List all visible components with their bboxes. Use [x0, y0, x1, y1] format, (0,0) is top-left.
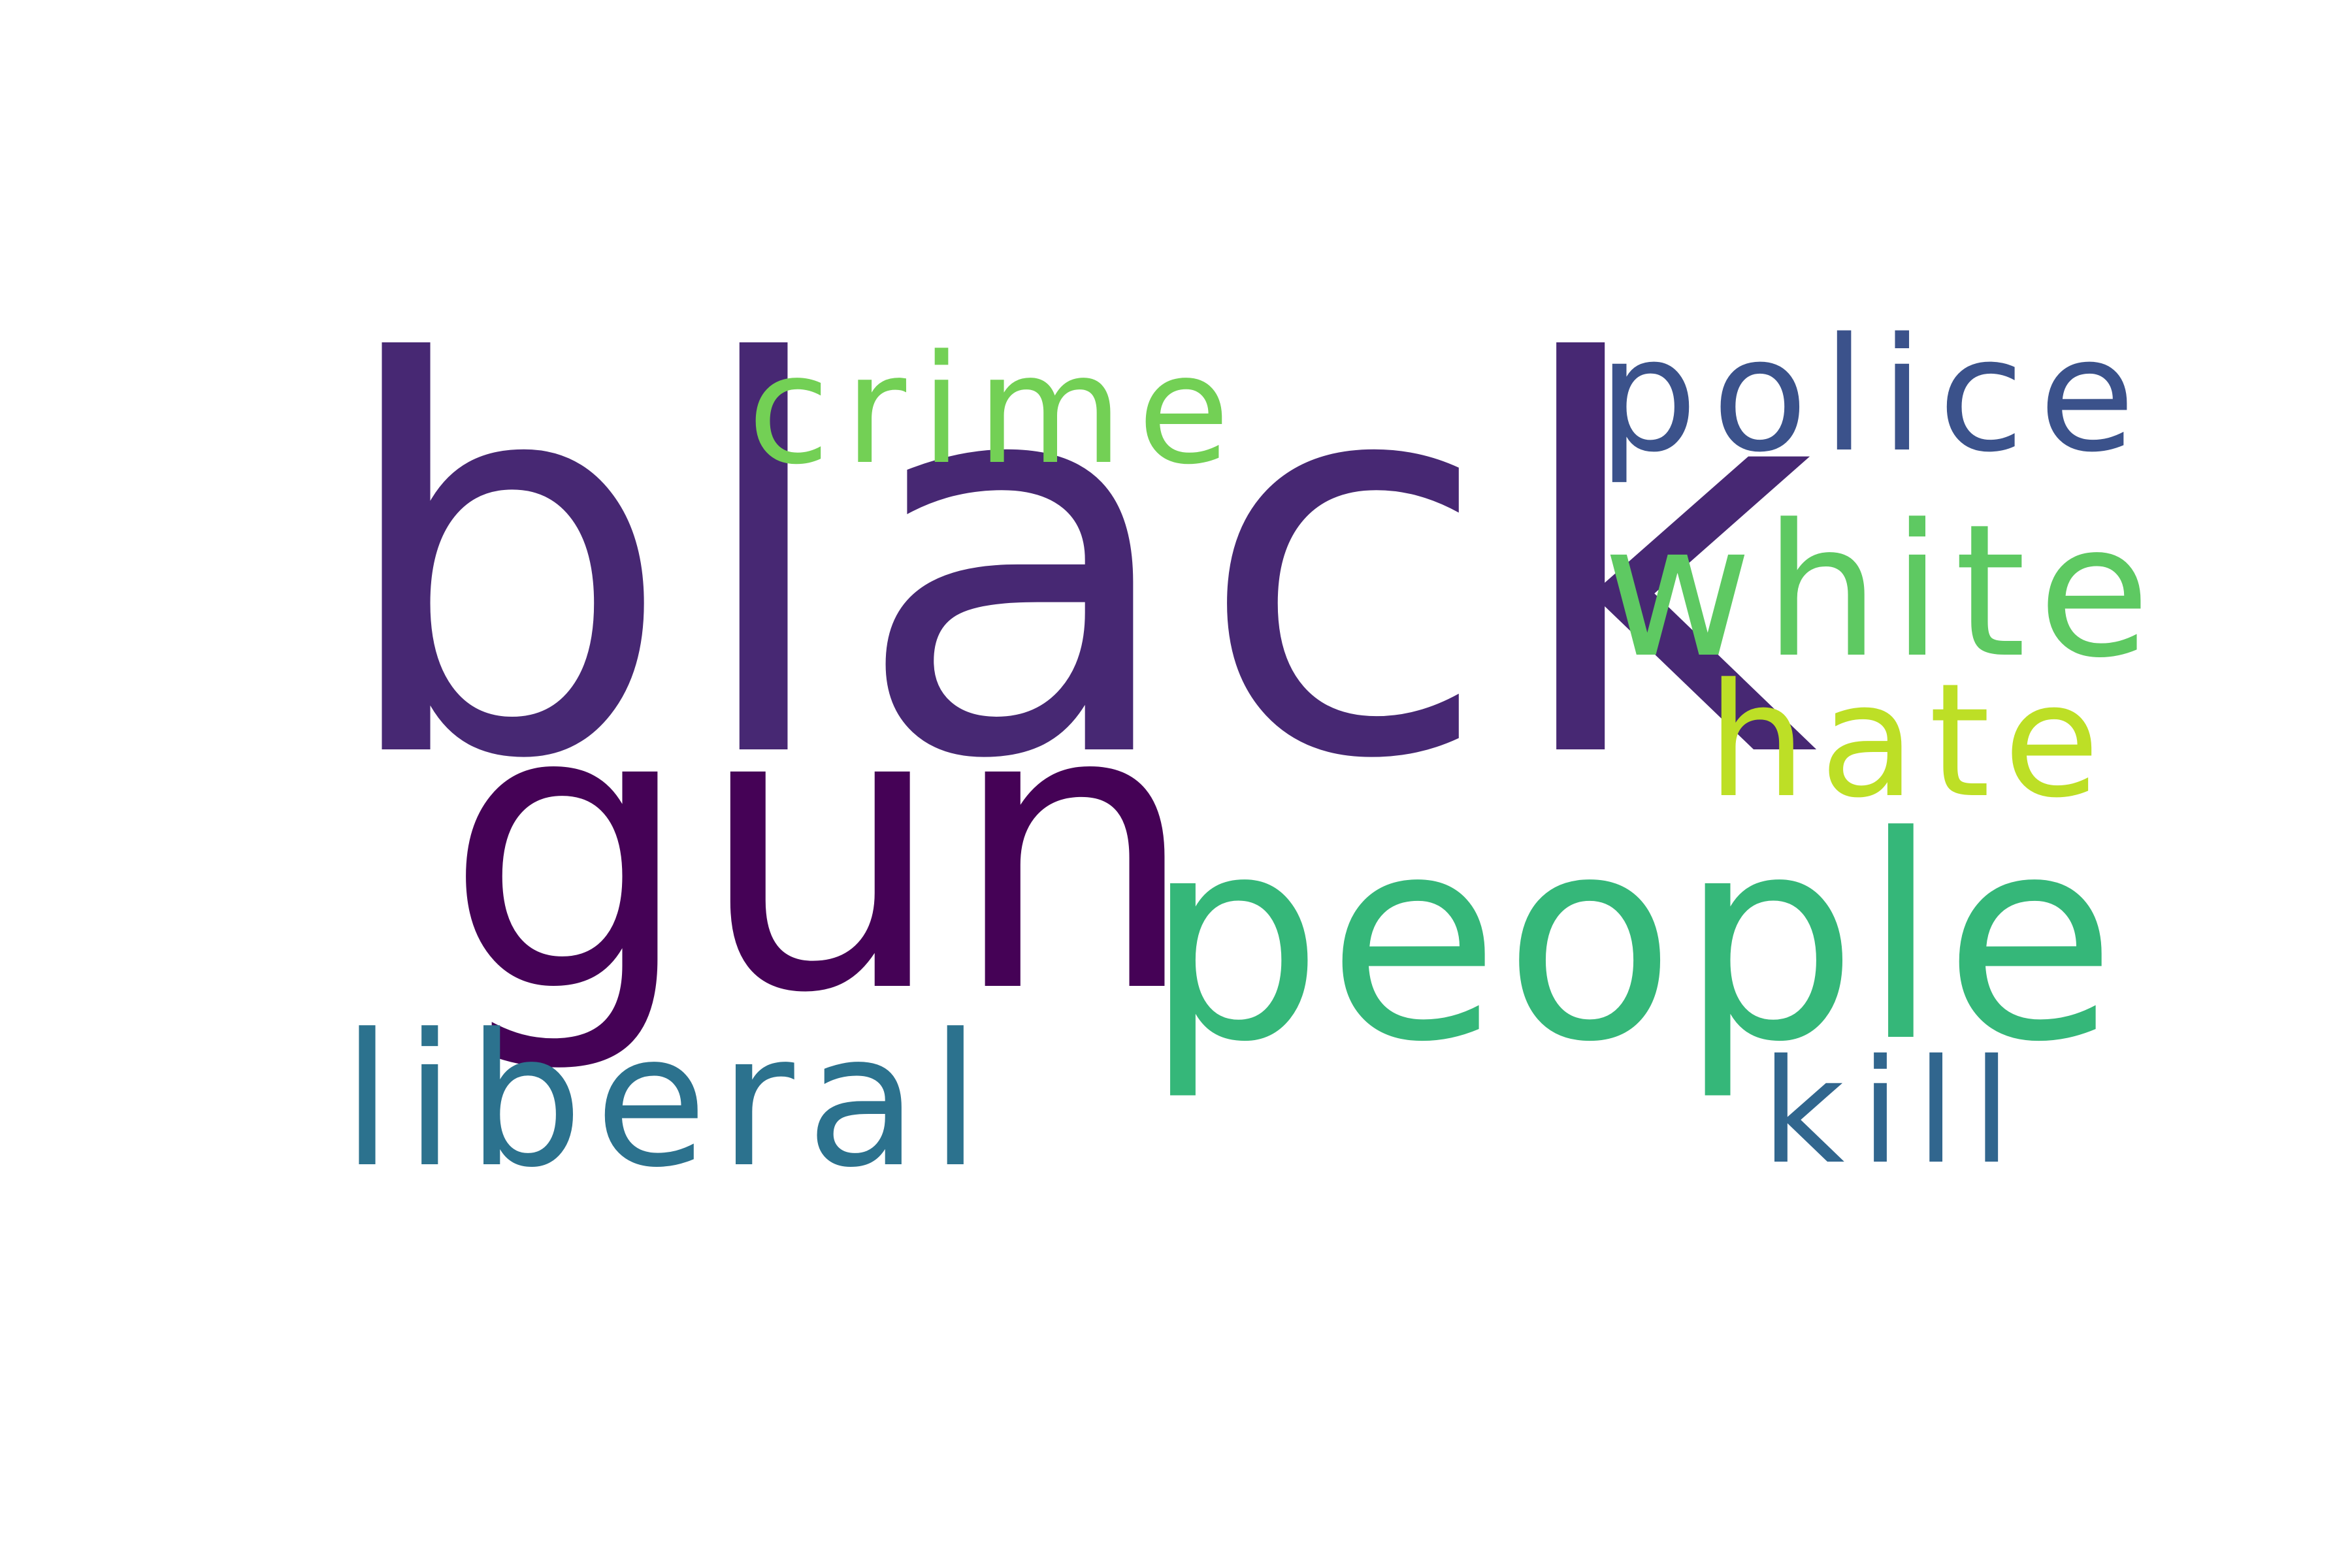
word-liberal: liberal	[342, 995, 993, 1208]
word-people: people	[1145, 777, 2121, 1103]
word-kill: kill	[1761, 1028, 2027, 1196]
word-black: black	[333, 253, 1834, 876]
word-crime: crime	[747, 323, 1245, 498]
word-white: white	[1603, 485, 2163, 698]
word-gun: gun	[444, 622, 1202, 1079]
word-police: police	[1598, 304, 2150, 487]
word-hate: hate	[1707, 649, 2113, 832]
